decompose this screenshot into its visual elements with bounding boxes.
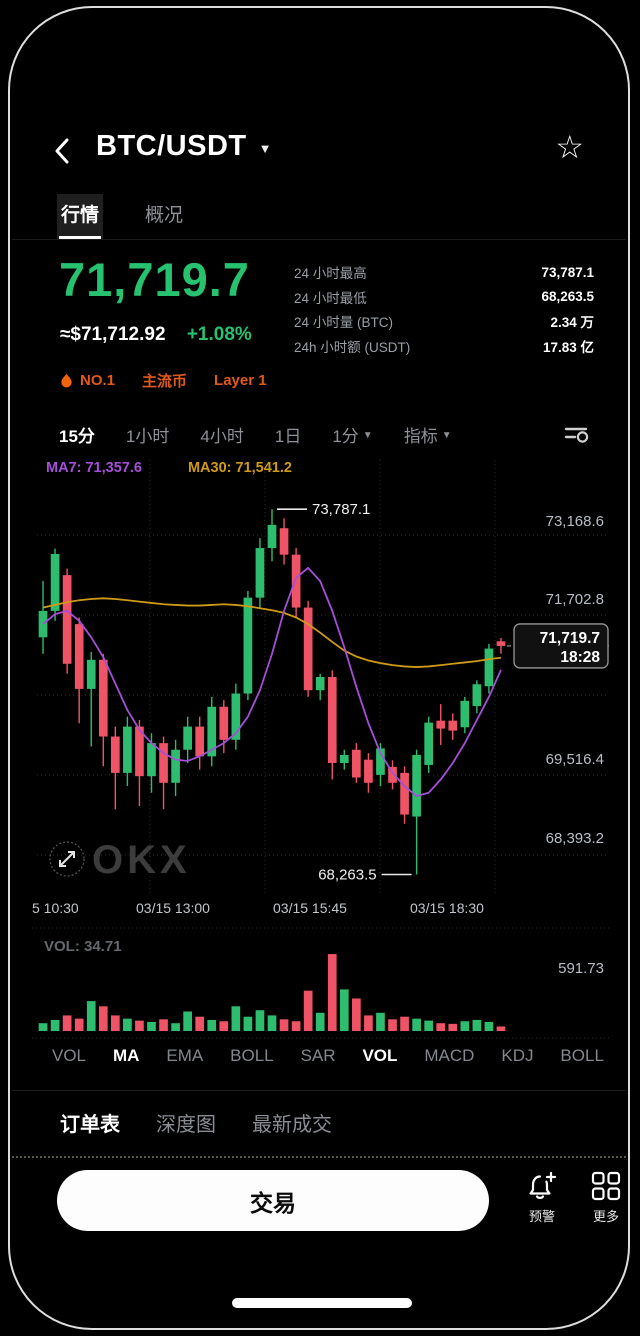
svg-text:71,719.7: 71,719.7 xyxy=(540,630,600,647)
indicator-kdj[interactable]: KDJ xyxy=(501,1046,534,1065)
chart-settings-icon[interactable] xyxy=(564,424,590,444)
svg-text:18:28: 18:28 xyxy=(560,649,600,666)
svg-text:OKX: OKX xyxy=(92,838,191,882)
svg-text:591.73: 591.73 xyxy=(558,960,604,977)
indicator-boll[interactable]: BOLL xyxy=(230,1046,274,1065)
chevron-down-icon: ▼ xyxy=(258,141,272,156)
alert-label: 预警 xyxy=(528,1209,555,1224)
stat-row: 24h 小时额 (USDT) 17.83 亿 xyxy=(294,334,594,359)
tab-order-book[interactable]: 订单表 xyxy=(60,1114,120,1136)
tf-15m[interactable]: 15分 xyxy=(59,422,95,447)
more-label: 更多 xyxy=(592,1209,619,1224)
stat-row: 24 小时最高 73,787.1 xyxy=(294,260,594,285)
bottom-tabs: 订单表 深度图 最新成交 xyxy=(60,1108,332,1137)
indicator-macd[interactable]: MACD xyxy=(424,1046,475,1065)
tf-1d[interactable]: 1日 xyxy=(275,422,301,447)
bell-plus-icon xyxy=(529,1171,557,1199)
fiat-price: ≈$71,712.92 xyxy=(60,324,166,345)
tf-label: 15分 xyxy=(59,427,95,446)
x-axis-tick: 5 10:30 xyxy=(32,900,79,916)
x-axis-tick: 03/15 15:45 xyxy=(273,900,347,916)
tf-label: 4小时 xyxy=(200,427,244,446)
grid-icon xyxy=(591,1171,621,1201)
candlestick-chart[interactable]: MA7: 71,357.6 MA30: 71,541.2 OKX 73,168.6… xyxy=(32,452,612,922)
svg-text:71,702.8: 71,702.8 xyxy=(546,591,604,608)
stat-label: 24 小时量 (BTC) xyxy=(294,315,394,331)
svg-text:73,787.1: 73,787.1 xyxy=(312,501,370,518)
ma7-legend: MA7: 71,357.6 xyxy=(46,460,142,476)
favorite-star-icon[interactable]: ☆ xyxy=(555,129,584,165)
indicator-ema[interactable]: EMA xyxy=(166,1046,204,1065)
pair-selector[interactable]: BTC/USDT ▼ xyxy=(96,130,271,163)
badges: NO.1 主流币 Layer 1 xyxy=(60,370,267,391)
badge-label: NO.1 xyxy=(80,372,116,389)
svg-text:VOL: 34.71: VOL: 34.71 xyxy=(44,938,122,955)
dotted-divider xyxy=(12,1156,626,1158)
svg-text:73,168.6: 73,168.6 xyxy=(546,513,604,530)
stat-value: 68,263.5 xyxy=(541,289,594,305)
header: BTC/USDT ▼ ☆ xyxy=(12,128,626,176)
x-axis-tick: 03/15 13:00 xyxy=(136,900,210,916)
indicator-ma[interactable]: MA xyxy=(112,1046,140,1065)
chevron-down-icon: ▼ xyxy=(441,430,452,441)
indicator-vol-main[interactable]: VOL xyxy=(52,1046,87,1065)
indicator-tabs: VOL MA EMA BOLL SAR VOL MACD KDJ BOLL xyxy=(52,1046,604,1066)
top-tabs: 行情 概况 xyxy=(57,194,187,239)
tab-depth-chart[interactable]: 深度图 xyxy=(156,1114,216,1136)
phone-frame: BTC/USDT ▼ ☆ 行情 概况 71,719.7 ≈$71,712.92 … xyxy=(8,6,630,1330)
stat-row: 24 小时最低 68,263.5 xyxy=(294,285,594,310)
indicator-sar[interactable]: SAR xyxy=(300,1046,336,1065)
indicator-vol-sub[interactable]: VOL xyxy=(362,1046,398,1065)
last-price: 71,719.7 xyxy=(59,253,250,306)
stats-panel: 24 小时最高 73,787.1 24 小时最低 68,263.5 24 小时量… xyxy=(294,260,594,358)
timeframe-row: 15分 1小时 4小时 1日 1分 ▼ 指标 ▼ xyxy=(59,422,452,447)
stat-row: 24 小时量 (BTC) 2.34 万 xyxy=(294,309,594,334)
tf-label: 1分 xyxy=(332,427,359,446)
tf-1m-dropdown[interactable]: 1分 ▼ xyxy=(332,422,372,447)
badge-layer1[interactable]: Layer 1 xyxy=(214,372,267,389)
chevron-down-icon: ▼ xyxy=(362,430,373,441)
badge-mainstream[interactable]: 主流币 xyxy=(142,373,188,390)
badge-rank[interactable]: NO.1 xyxy=(60,372,115,389)
divider xyxy=(12,239,626,240)
tab-quotes[interactable]: 行情 xyxy=(57,194,104,239)
stat-label: 24 小时最低 xyxy=(294,290,367,306)
back-icon[interactable] xyxy=(54,138,70,164)
svg-text:69,516.4: 69,516.4 xyxy=(546,751,604,768)
indicator-boll2[interactable]: BOLL xyxy=(560,1046,604,1065)
alert-button[interactable]: 预警 xyxy=(515,1170,569,1225)
tf-label: 1日 xyxy=(274,427,302,446)
flame-icon xyxy=(61,373,72,387)
fiat-row: ≈$71,712.92 +1.08% xyxy=(60,324,252,346)
price-change: +1.08% xyxy=(186,324,252,345)
ma30-legend: MA30: 71,541.2 xyxy=(187,460,292,476)
tab-overview[interactable]: 概况 xyxy=(145,205,184,226)
x-axis-tick: 03/15 18:30 xyxy=(410,900,484,916)
volume-svg: VOL: 34.71 591.73 xyxy=(32,927,612,1039)
page-title: BTC/USDT xyxy=(96,130,247,162)
more-button[interactable]: 更多 xyxy=(579,1170,628,1225)
tf-4h[interactable]: 4小时 xyxy=(200,422,243,447)
indicators-dropdown[interactable]: 指标 ▼ xyxy=(404,422,452,447)
volume-chart[interactable]: VOL: 34.71 591.73 xyxy=(32,927,612,1039)
trade-button[interactable]: 交易 xyxy=(57,1170,489,1231)
stat-value: 17.83 亿 xyxy=(542,339,594,355)
tf-label: 指标 xyxy=(403,427,438,446)
stat-label: 24 小时最高 xyxy=(294,266,367,282)
svg-text:68,263.5: 68,263.5 xyxy=(318,866,376,883)
stat-label: 24h 小时额 (USDT) xyxy=(294,339,411,355)
divider xyxy=(12,1090,626,1091)
svg-text:68,393.2: 68,393.2 xyxy=(546,830,604,847)
candles-svg: OKX 73,168.6 71,702.8 69,516.4 68,393.2 73,78… xyxy=(37,460,612,894)
tab-latest-trades[interactable]: 最新成交 xyxy=(252,1114,332,1136)
home-indicator[interactable] xyxy=(232,1298,412,1308)
stat-value: 2.34 万 xyxy=(550,315,594,331)
app-screen: BTC/USDT ▼ ☆ 行情 概况 71,719.7 ≈$71,712.92 … xyxy=(12,10,626,1326)
tf-1h[interactable]: 1小时 xyxy=(126,422,169,447)
stat-value: 73,787.1 xyxy=(541,264,594,280)
tf-label: 1小时 xyxy=(125,427,170,446)
ma-legend: MA7: 71,357.6 MA30: 71,541.2 xyxy=(46,460,292,476)
